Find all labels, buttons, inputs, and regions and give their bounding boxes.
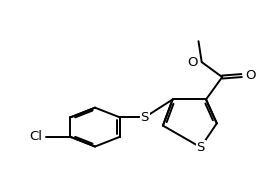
Text: S: S [197,141,205,154]
Text: O: O [245,69,256,82]
Text: O: O [187,56,198,69]
Text: S: S [140,111,149,124]
Text: Cl: Cl [29,130,42,143]
